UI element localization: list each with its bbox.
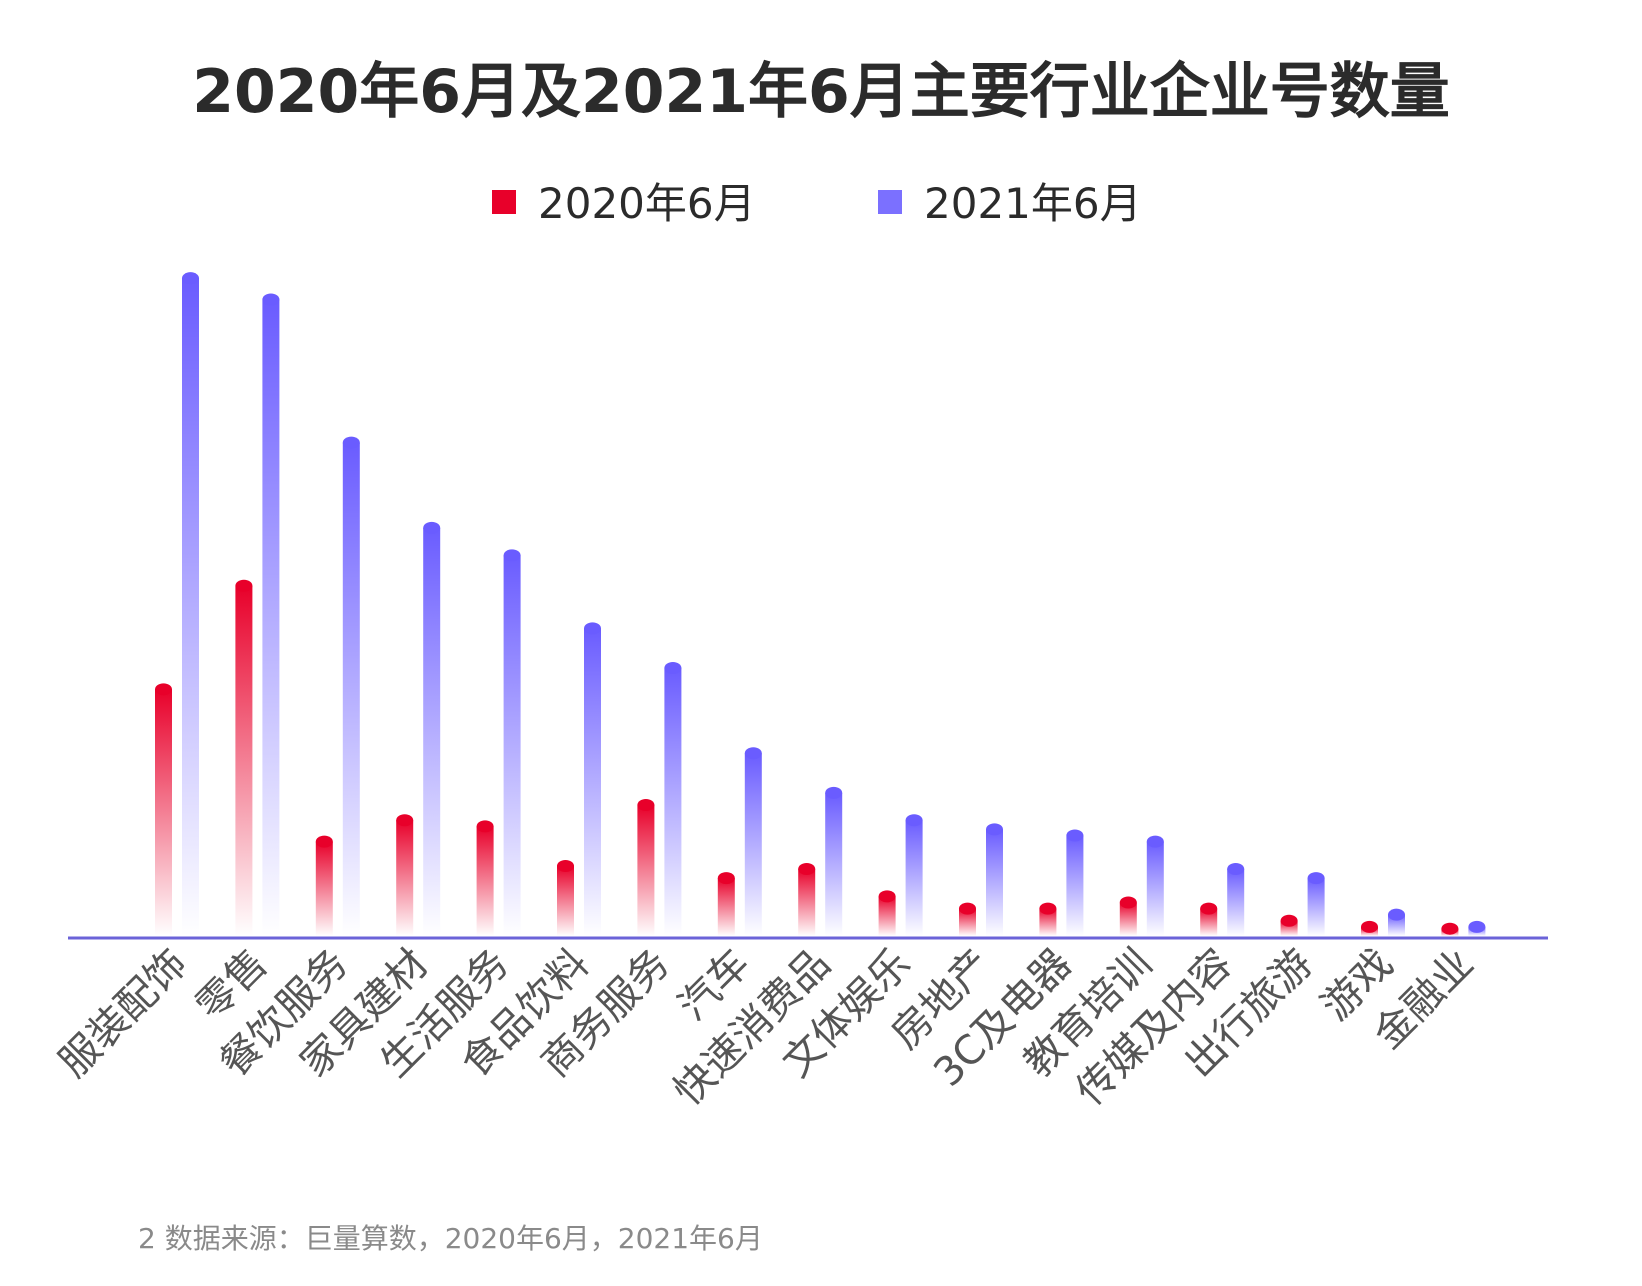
bar-2020-0 (155, 689, 172, 936)
category-labels: 服装配饰零售餐饮服务家具建材生活服务食品饮料商务服务汽车快速消费品文体娱乐房地产… (50, 941, 1482, 1115)
bar-2021-10 (986, 829, 1003, 936)
bar-cap-2021-3 (423, 521, 441, 534)
bar-2021-9 (905, 820, 923, 936)
bar-cap-2021-1 (262, 293, 280, 306)
bar-2020-12 (1119, 902, 1137, 936)
bar-2021-8 (825, 792, 843, 936)
bar-cap-2020-16 (1441, 922, 1459, 935)
bar-cap-2021-14 (1307, 872, 1325, 885)
bar-2021-0 (182, 278, 199, 936)
bar-cap-2020-2 (315, 835, 333, 848)
bar-cap-2020-0 (155, 683, 172, 696)
bar-cap-2020-4 (476, 820, 494, 833)
bar-2021-4 (503, 555, 521, 936)
bar-cap-2020-8 (798, 863, 816, 875)
bar-2021-3 (423, 527, 441, 936)
legend-label-2020: 2020年6月 (538, 179, 756, 228)
bar-cap-2021-7 (744, 747, 762, 760)
legend-swatch-2021 (878, 190, 902, 214)
bar-2020-11 (1039, 908, 1057, 936)
bar-cap-2020-6 (637, 799, 655, 812)
bar-cap-2020-3 (396, 814, 414, 827)
legend-swatch-2020 (492, 190, 516, 214)
bar-cap-2020-1 (235, 579, 253, 592)
bar-2021-2 (342, 442, 360, 936)
footnote: 2 数据来源：巨量算数，2020年6月，2021年6月 (138, 1222, 763, 1255)
bar-2021-5 (584, 628, 601, 936)
bar-2021-6 (664, 668, 682, 936)
bar-cap-2020-5 (557, 859, 574, 872)
bar-cap-2020-14 (1280, 914, 1298, 927)
bar-cap-2020-10 (959, 902, 976, 915)
bar-cap-2021-11 (1066, 829, 1084, 842)
bar-2021-7 (744, 753, 762, 936)
bar-cap-2021-16 (1468, 920, 1486, 933)
bars (155, 272, 1486, 936)
bar-cap-2021-9 (905, 814, 923, 827)
bar-2020-10 (959, 908, 976, 936)
bar-2021-12 (1146, 841, 1164, 936)
legend: 2020年6月 2021年6月 (492, 179, 1142, 228)
legend-label-2021: 2021年6月 (924, 179, 1142, 228)
bar-cap-2021-5 (584, 622, 601, 635)
bar-2020-5 (557, 865, 574, 936)
bar-cap-2021-8 (825, 786, 843, 799)
bar-2020-4 (476, 826, 494, 936)
bar-cap-2021-0 (182, 272, 199, 285)
bar-2020-9 (878, 896, 896, 936)
bar-cap-2021-12 (1146, 835, 1164, 848)
bar-2020-3 (396, 820, 414, 936)
bar-2020-8 (798, 869, 816, 936)
bar-cap-2020-11 (1039, 902, 1057, 915)
bar-cap-2020-13 (1200, 902, 1218, 915)
bar-2021-15 (1388, 914, 1405, 936)
bar-cap-2020-7 (717, 872, 735, 885)
bar-2021-13 (1227, 869, 1245, 936)
bar-cap-2021-13 (1227, 863, 1245, 875)
bar-2021-1 (262, 299, 280, 936)
bar-cap-2021-10 (986, 823, 1003, 836)
bar-2021-14 (1307, 878, 1325, 936)
bar-cap-2021-6 (664, 662, 682, 674)
bar-cap-2020-9 (878, 890, 896, 903)
bar-2020-7 (717, 878, 735, 936)
bar-2020-2 (315, 841, 333, 936)
bar-2020-1 (235, 585, 253, 936)
bar-2020-6 (637, 805, 655, 936)
chart-title: 2020年6月及2021年6月主要行业企业号数量 (192, 57, 1449, 127)
bar-cap-2021-4 (503, 549, 521, 562)
bar-2021-11 (1066, 835, 1084, 936)
bar-cap-2021-15 (1388, 908, 1405, 921)
bar-cap-2020-15 (1361, 920, 1378, 933)
bar-2020-13 (1200, 908, 1218, 936)
category-label-0: 服装配饰 (50, 941, 196, 1087)
bar-cap-2021-2 (342, 436, 360, 449)
bar-cap-2020-12 (1119, 896, 1137, 909)
